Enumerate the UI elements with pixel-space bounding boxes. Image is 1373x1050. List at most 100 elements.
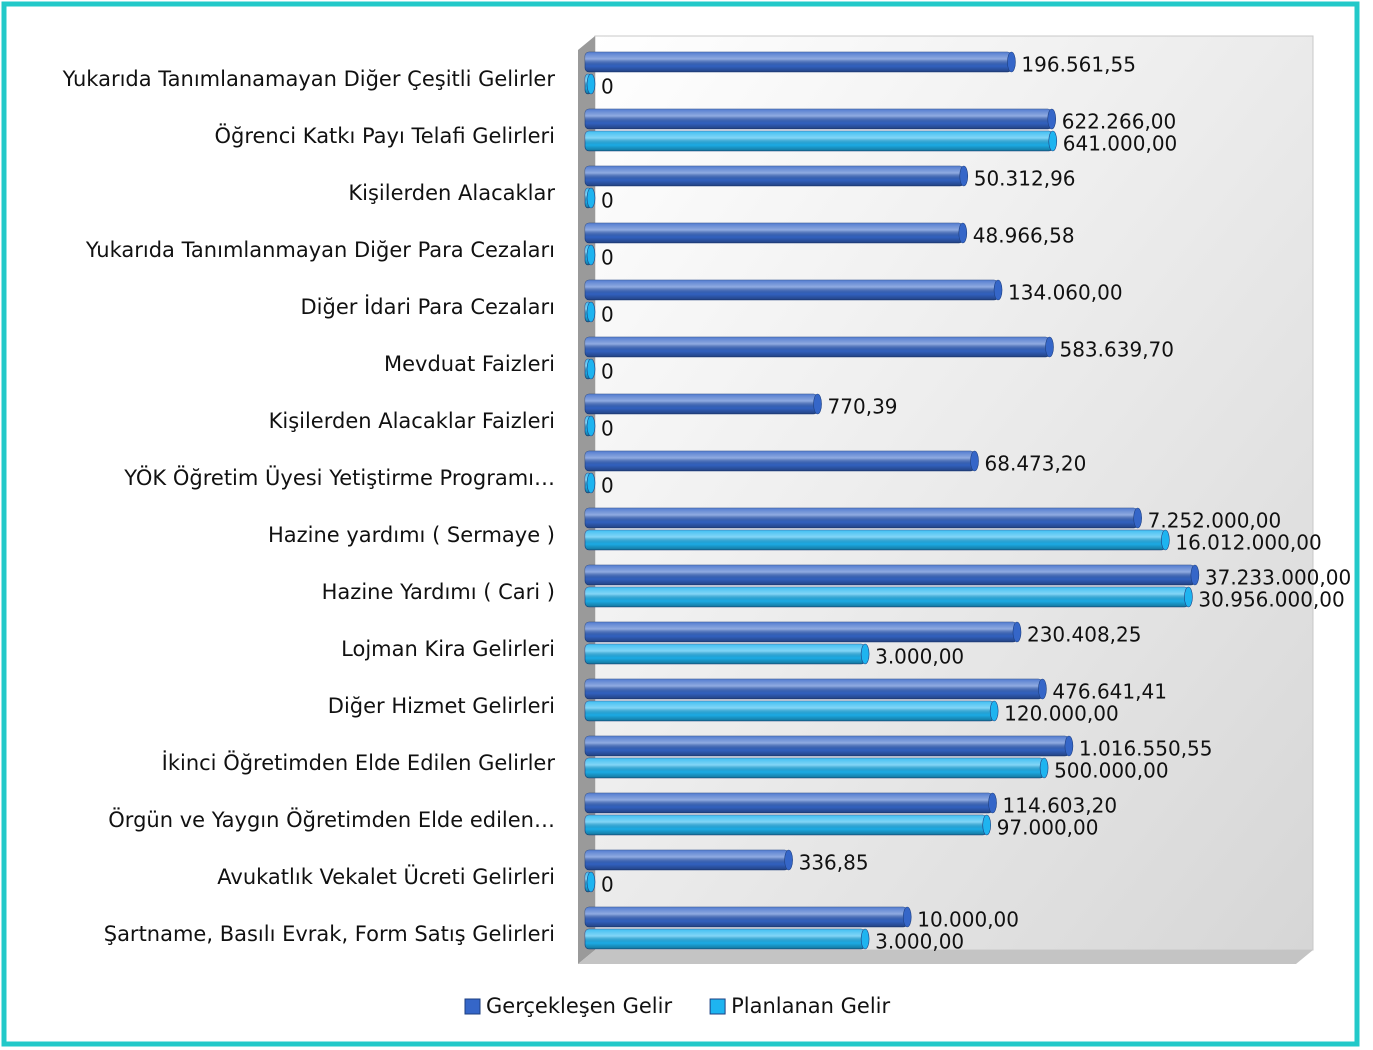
y-tick-label: Kişilerden Alacaklar	[348, 181, 555, 205]
y-tick-label: Yukarıda Tanımlanamayan Diğer Çeşitli Ge…	[62, 67, 556, 91]
data-label: 134.060,00	[1008, 281, 1123, 305]
data-label: 114.603,20	[1003, 794, 1118, 818]
bar-cap	[1047, 108, 1057, 130]
data-label: 0	[601, 246, 614, 270]
data-label: 0	[601, 474, 614, 498]
data-label: 196.561,55	[1021, 53, 1136, 77]
bar-cap	[1184, 586, 1193, 608]
bar-shine	[585, 622, 1017, 642]
bar-shine	[585, 736, 1069, 756]
data-label: 50.312,96	[974, 167, 1076, 191]
y-tick-label: YÖK Öğretim Üyesi Yetiştirme Programı…	[123, 465, 555, 490]
data-label: 583.639,70	[1059, 338, 1174, 362]
bar-cap	[586, 301, 596, 323]
bar-cap	[1007, 51, 1016, 73]
data-label: 0	[601, 189, 614, 213]
y-tick-label: Mevduat Faizleri	[384, 352, 555, 376]
bar-cap	[993, 279, 1003, 301]
y-tick-label: Şartname, Basılı Evrak, Form Satış Gelir…	[104, 922, 555, 946]
bar-cap	[586, 244, 596, 266]
bar-shine	[585, 907, 908, 927]
legend-swatch	[464, 998, 481, 1015]
bar-shine	[585, 679, 1043, 699]
bar-cap	[586, 73, 596, 95]
y-tick-label: Yukarıda Tanımlanmayan Diğer Para Cezala…	[85, 238, 555, 262]
data-label: 770,39	[828, 395, 898, 419]
bar-cap	[1064, 735, 1074, 757]
y-tick-label: Kişilerden Alacaklar Faizleri	[269, 409, 555, 433]
y-tick-label: Diğer Hizmet Gelirleri	[328, 694, 555, 718]
bar-shine	[585, 587, 1189, 607]
data-label: 0	[601, 303, 614, 327]
bar-shine	[585, 929, 866, 949]
bar-cap	[1045, 336, 1054, 358]
bar-cap	[860, 928, 870, 950]
data-label: 7.252.000,00	[1148, 509, 1282, 533]
bar-shine	[585, 223, 963, 243]
bar-cap	[1038, 678, 1047, 700]
bar-cap	[1039, 757, 1049, 779]
bar-cap	[1133, 507, 1142, 529]
data-label: 0	[601, 360, 614, 384]
bar-shine	[585, 530, 1166, 550]
bar-cap	[1190, 564, 1200, 586]
bar-shine	[585, 508, 1138, 528]
data-label: 3.000,00	[875, 930, 964, 954]
bar-cap	[860, 643, 870, 665]
bar-shine	[585, 565, 1195, 585]
data-label: 37.233.000,00	[1205, 566, 1351, 590]
bar-cap	[813, 393, 822, 415]
data-label: 476.641,41	[1052, 680, 1167, 704]
legend-swatch	[709, 998, 726, 1015]
y-tick-label: Lojman Kira Gelirleri	[341, 637, 555, 661]
bar-shine	[585, 815, 987, 835]
bar-shine	[585, 131, 1053, 151]
data-label: 48.966,58	[973, 224, 1075, 248]
bar-cap	[989, 700, 999, 722]
legend-label: Planlanan Gelir	[731, 994, 890, 1018]
bar-shine	[585, 109, 1052, 129]
bar-cap	[1012, 621, 1022, 643]
bar-cap	[958, 222, 968, 244]
bar-cap	[959, 165, 969, 187]
data-label: 641.000,00	[1063, 132, 1178, 156]
y-tick-label: Öğrenci Katkı Payı Telafi Gelirleri	[214, 123, 555, 148]
plot-side	[578, 36, 595, 964]
bar-cap	[1161, 529, 1170, 551]
data-label: 97.000,00	[997, 816, 1099, 840]
bar-cap	[902, 906, 912, 928]
data-label: 230.408,25	[1027, 623, 1142, 647]
data-label: 336,85	[799, 851, 869, 875]
bar-cap	[982, 814, 992, 836]
data-label: 1.016.550,55	[1079, 737, 1213, 761]
bar-cap	[586, 187, 596, 209]
plot-floor	[578, 950, 1313, 964]
bar-cap	[1048, 130, 1058, 152]
data-label: 120.000,00	[1004, 702, 1119, 726]
y-tick-label: Diğer İdari Para Cezaları	[300, 294, 555, 319]
data-label: 30.956.000,00	[1198, 588, 1344, 612]
y-tick-label: Hazine yardımı ( Sermaye )	[268, 523, 555, 547]
y-tick-label: Hazine Yardımı ( Cari )	[322, 580, 555, 604]
y-tick-label: Avukatlık Vekalet Ücreti Gelirleri	[217, 864, 555, 889]
data-label: 622.266,00	[1062, 110, 1177, 134]
data-label: 68.473,20	[985, 452, 1087, 476]
bar-cap	[988, 792, 997, 814]
y-tick-label: İkinci Öğretimden Elde Edilen Gelirler	[162, 750, 556, 775]
bar-shine	[585, 451, 975, 471]
legend-label: Gerçekleşen Gelir	[486, 994, 672, 1018]
bar-shine	[585, 644, 866, 664]
data-label: 0	[601, 873, 614, 897]
bar-shine	[585, 280, 999, 300]
bar-cap	[586, 871, 596, 893]
data-label: 500.000,00	[1054, 759, 1169, 783]
bar-shine	[585, 793, 993, 813]
bar-shine	[585, 52, 1012, 72]
bar-shine	[585, 701, 995, 721]
bar-shine	[585, 850, 789, 870]
data-label: 0	[601, 417, 614, 441]
data-label: 0	[601, 75, 614, 99]
y-tick-label: Örgün ve Yaygın Öğretimden Elde edilen…	[108, 807, 555, 832]
bar-shine	[585, 166, 964, 186]
